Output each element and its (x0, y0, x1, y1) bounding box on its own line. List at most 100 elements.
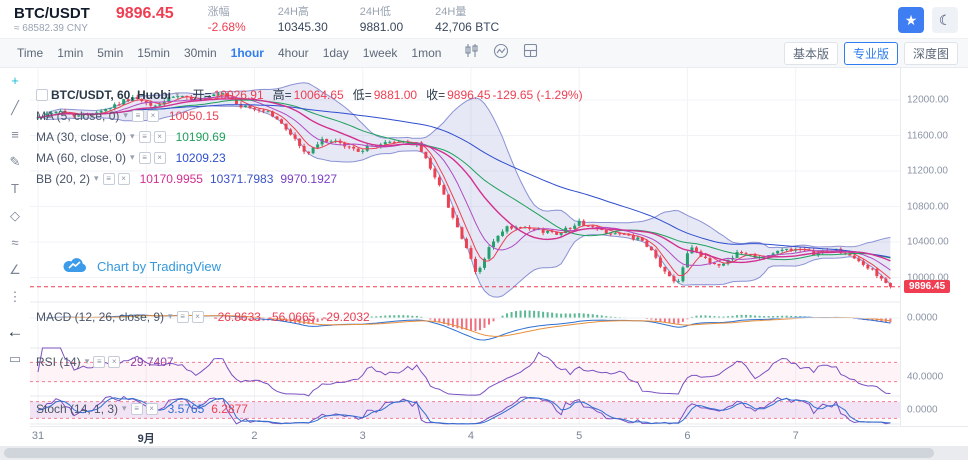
interval-30min[interactable]: 30min (177, 43, 224, 63)
ohlc-value: 10064.65 (293, 87, 344, 102)
time-tick: 3 (359, 430, 366, 442)
time-tick: 4 (467, 430, 475, 442)
indicator-settings-icon[interactable]: ≡ (131, 109, 144, 122)
indicators-icon[interactable] (493, 43, 509, 64)
interval-15min[interactable]: 15min (130, 43, 177, 63)
series-legend: BTC/USDT, 60, Huobi ▾ 开= 10026.91 高= 10064.65… (36, 84, 583, 105)
time-axis[interactable]: 31 9月 2 3 4 5 6 7 (30, 426, 968, 445)
text-tool-icon[interactable]: T (11, 181, 19, 196)
indicator-value: 10209.23 (175, 150, 226, 165)
chevron-down-icon[interactable]: ▾ (84, 356, 90, 366)
market-stats: 涨幅 -2.68% 24H高 10345.30 24H低 9881.00 24H量 42,70… (208, 5, 500, 34)
interval-time[interactable]: Time (10, 43, 50, 63)
legend-name[interactable]: MACD (12, 26, close, 9) (36, 309, 165, 324)
fib-retracement-icon[interactable]: ≡ (11, 127, 19, 142)
stat-2: 24H低 9881.00 (360, 5, 403, 34)
indicator-close-icon[interactable]: × (191, 310, 204, 323)
indicator-settings-icon[interactable]: ≡ (138, 151, 151, 164)
interval-5min[interactable]: 5min (90, 43, 130, 63)
ohlc-value: -129.65 (-1.29%) (492, 87, 583, 102)
time-tick: 2 (251, 430, 258, 442)
indicator-close-icon[interactable]: × (153, 130, 166, 143)
legend-name[interactable]: RSI (14) (36, 354, 81, 369)
time-tick: 9月 (137, 433, 155, 445)
indicator-settings-icon[interactable]: ≡ (102, 172, 115, 185)
indicator-close-icon[interactable]: × (108, 355, 121, 368)
chart-legend: BTC/USDT, 60, Huobi ▾ 开= 10026.91 高= 10064.65… (36, 84, 583, 189)
interval-1hour[interactable]: 1hour (224, 43, 271, 63)
chevron-down-icon[interactable]: ▾ (168, 311, 173, 321)
indicator-settings-icon[interactable]: ≡ (176, 310, 189, 323)
brush-icon[interactable]: ✎ (9, 154, 21, 169)
crosshair-icon[interactable]: + (11, 73, 19, 88)
indicator-value: 10170.9955 (139, 171, 203, 186)
candlestick-chart[interactable] (30, 68, 900, 426)
indicator-legend: MACD (12, 26, close, 9) ▾ ≡ × -26.8633 -56.06… (36, 306, 370, 327)
indicator-close-icon[interactable]: × (145, 402, 158, 415)
legend-name[interactable]: MA (5, close, 0) (36, 108, 120, 123)
ohlc-value: 10026.91 (213, 87, 264, 102)
indicator-value: 3.5765 (167, 401, 205, 416)
measure-icon[interactable]: ∠ (9, 262, 21, 277)
ohlc-label: 开= (192, 88, 212, 102)
wave-pattern-icon[interactable]: ≈ (11, 235, 19, 250)
price-tick: 10400.00 (907, 236, 949, 248)
legend-name[interactable]: BB (20, 2) (36, 171, 91, 186)
view-button-专业版[interactable]: 专业版 (843, 41, 898, 65)
view-button-基本版[interactable]: 基本版 (783, 41, 838, 65)
legend-name[interactable]: BTC/USDT, 60, Huobi (51, 87, 172, 102)
ohlc-value: 9881.00 (373, 87, 418, 102)
chevron-down-icon[interactable]: ▾ (130, 131, 135, 141)
shapes-icon[interactable]: ◇ (10, 208, 20, 223)
chart-scrollbar[interactable] (0, 446, 968, 460)
indicator-close-icon[interactable]: × (153, 151, 166, 164)
header-actions: ★ ☾ (898, 5, 958, 33)
chevron-down-icon[interactable]: ▾ (130, 152, 135, 162)
favorite-button[interactable]: ★ (898, 7, 924, 33)
view-button-深度图[interactable]: 深度图 (903, 41, 958, 65)
trend-line-icon[interactable]: ╱ (11, 100, 19, 115)
indicator-settings-icon[interactable]: ≡ (138, 130, 151, 143)
indicator-settings-icon[interactable]: ≡ (130, 402, 143, 415)
back-arrow-icon[interactable]: ← (6, 322, 24, 341)
indicator-value: -56.0665 (267, 309, 316, 324)
symbol-cny-approx: ≈ 68582.39 CNY (14, 23, 88, 34)
chart-region: BTC/USDT, 60, Huobi ▾ 开= 10026.91 高= 10064.65… (30, 68, 968, 460)
tradingview-logo-icon (63, 258, 86, 272)
sub-axis-tick: 0.0000 (907, 312, 938, 324)
more-tools-icon[interactable]: ⋮ (8, 289, 22, 304)
interval-4hour[interactable]: 4hour (271, 43, 316, 63)
price-axis[interactable]: 12000.00 11600.00 11200.00 10800.00 10400.00… (900, 68, 968, 426)
layout-icon[interactable] (523, 43, 538, 63)
chevron-down-icon[interactable]: ▾ (122, 403, 127, 413)
chart-style-icon[interactable] (36, 88, 48, 101)
chevron-down-icon[interactable]: ▾ (175, 89, 180, 99)
time-tick: 6 (684, 430, 691, 442)
eraser-icon[interactable]: ▭ (8, 351, 22, 366)
sub-axis-tick: 0.0000 (907, 404, 938, 416)
star-icon: ★ (904, 11, 918, 28)
indicator-close-icon[interactable]: × (117, 172, 130, 185)
interval-1mon[interactable]: 1mon (404, 43, 448, 63)
indicator-settings-icon[interactable]: ≡ (93, 355, 106, 368)
interval-1day[interactable]: 1day (316, 43, 356, 63)
kline-style-icon[interactable] (464, 43, 479, 63)
legend-name[interactable]: Stoch (14, 1, 3) (36, 401, 119, 416)
price-tick: 10800.00 (907, 201, 949, 212)
indicator-close-icon[interactable]: × (146, 109, 159, 122)
stat-label: 24H高 (277, 6, 309, 18)
legend-name[interactable]: MA (30, close, 0) (36, 129, 127, 144)
indicator-value: 9970.1927 (280, 171, 338, 186)
indicator-value: -26.8633 (213, 309, 261, 324)
legend-name[interactable]: MA (60, close, 0) (36, 150, 127, 165)
scrollbar-thumb[interactable] (4, 448, 934, 458)
symbol-block: BTC/USDT ≈ 68582.39 CNY (14, 5, 90, 35)
chevron-down-icon[interactable]: ▾ (94, 173, 99, 183)
chevron-down-icon[interactable]: ▾ (123, 110, 128, 120)
interval-1min[interactable]: 1min (50, 43, 90, 63)
tradingview-attribution[interactable]: Chart by TradingView (62, 256, 221, 276)
theme-toggle-button[interactable]: ☾ (932, 7, 958, 33)
price-tick: 12000.00 (907, 94, 949, 106)
interval-1week[interactable]: 1week (356, 43, 405, 63)
ohlc-value: 9896.45 (447, 87, 491, 102)
